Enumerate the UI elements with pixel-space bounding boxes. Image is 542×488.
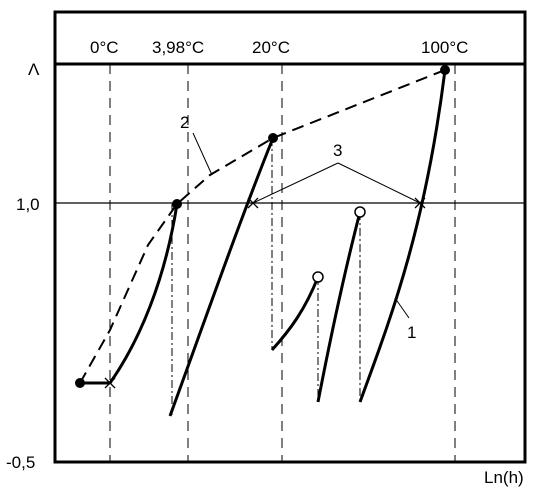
temperature-lines: [109, 64, 456, 462]
drop-lines: [171, 138, 361, 415]
segment-a: [108, 203, 179, 384]
plot-frame: [53, 10, 527, 464]
leader-3-right: [337, 162, 421, 204]
callout-3-leaders: [252, 162, 421, 204]
callout-2-number: 2: [180, 113, 189, 132]
curve-1-segments: [80, 69, 447, 417]
filled-dot: [172, 199, 182, 209]
filled-dot: [75, 378, 85, 388]
callout-1-number: 1: [407, 323, 416, 342]
temp-label-100c: 100°C: [421, 38, 468, 57]
filled-dot: [268, 133, 278, 143]
filled-dots: [75, 65, 450, 388]
leader-1: [394, 297, 410, 319]
y-axis-label: Λ: [28, 60, 40, 79]
segment-c: [270, 276, 320, 352]
open-dots: [312, 206, 366, 283]
segment-e: [358, 69, 447, 403]
leader-2: [192, 132, 213, 176]
temp-label-398c: 3,98°C: [152, 38, 204, 57]
segment-b: [168, 137, 275, 417]
y-tick-minus-0-5: -0,5: [6, 453, 35, 472]
cross-markers: [104, 197, 426, 389]
cross-marker: [247, 197, 259, 209]
cross-marker: [104, 377, 116, 389]
temp-label-20c: 20°C: [252, 38, 290, 57]
callout-3-number: 3: [333, 141, 342, 160]
curve-2-envelope: [79, 69, 446, 384]
temp-label-0c: 0°C: [90, 38, 119, 57]
open-dot: [354, 206, 366, 218]
leader-3-left: [252, 162, 339, 204]
segment-d: [316, 211, 362, 403]
filled-dot: [440, 65, 450, 75]
x-axis-label: Ln(h): [484, 468, 524, 487]
cross-marker: [414, 197, 426, 209]
open-dot: [312, 271, 324, 283]
y-tick-1-0: 1,0: [16, 195, 40, 214]
